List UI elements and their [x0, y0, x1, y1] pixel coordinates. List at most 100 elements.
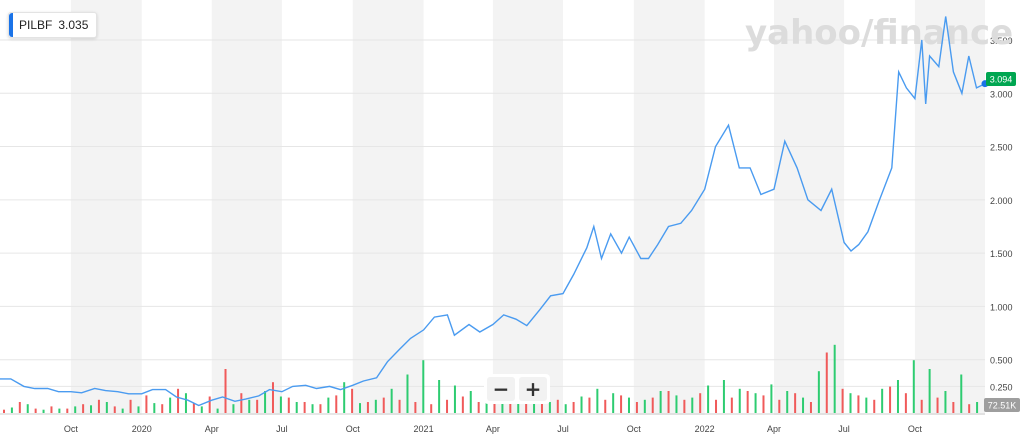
x-tick-label: Oct: [627, 424, 642, 434]
yahoo-finance-watermark: yahoo/finance: [745, 13, 1013, 53]
volume-bar-down: [161, 404, 164, 413]
volume-bar-down: [34, 408, 37, 413]
y-tick-label: 1.500: [990, 249, 1013, 259]
x-axis-ticks: Oct 2020 Apr Jul Oct 2021 Apr Jul Oct 2022 Apr Jul O…: [64, 424, 923, 434]
volume-bar-up: [422, 360, 425, 413]
x-tick-label: Apr: [486, 424, 500, 434]
y-tick-label: 1.000: [990, 302, 1013, 312]
volume-bar-up: [105, 402, 108, 413]
x-tick-label: Oct: [908, 424, 923, 434]
y-tick-label: 3.000: [990, 89, 1013, 99]
volume-bar-up: [343, 382, 346, 413]
volume-bar-down: [556, 399, 559, 413]
volume-bar-up: [169, 397, 172, 413]
volume-bar-down: [66, 408, 69, 413]
volume-bar-down: [825, 352, 828, 413]
volume-bar-up: [627, 397, 630, 413]
volume-bar-up: [327, 397, 330, 413]
volume-bar-up: [960, 374, 963, 413]
x-tick-label: 2022: [695, 424, 715, 434]
volume-bar-down: [319, 404, 322, 413]
volume-bar-down: [778, 399, 781, 413]
zoom-controls: − +: [484, 374, 550, 404]
volume-bar-down: [651, 397, 654, 413]
volume-bar-down: [683, 399, 686, 413]
volume-bar-up: [817, 371, 820, 413]
volume-bar-down: [857, 395, 860, 413]
volume-bar-up: [643, 399, 646, 413]
volume-bar-down: [809, 402, 812, 413]
zoom-out-button[interactable]: −: [487, 377, 515, 401]
volume-bar-up: [659, 391, 662, 413]
volume-bar-up: [564, 404, 567, 413]
last-price-badge-bg: [986, 72, 1016, 86]
volume-bar-up: [264, 391, 267, 413]
volume-bar-up: [707, 385, 710, 413]
volume-bar-down: [477, 402, 480, 413]
x-tick-label: Oct: [64, 424, 79, 434]
x-tick-label: 2020: [132, 424, 152, 434]
volume-bar-up: [200, 406, 203, 413]
volume-bar-up: [675, 395, 678, 413]
volume-bar-up: [928, 369, 931, 413]
volume-bar-up: [279, 396, 282, 413]
volume-bar-down: [366, 402, 369, 413]
volume-bar-up: [153, 403, 156, 413]
zoom-in-button[interactable]: +: [519, 377, 547, 401]
x-tick-label: Oct: [346, 424, 361, 434]
volume-bar-up: [26, 404, 29, 413]
volume-bar-down: [730, 397, 733, 413]
volume-bar-down: [50, 406, 53, 413]
volume-bar-up: [295, 402, 298, 413]
quarter-band: [914, 0, 985, 415]
x-tick-label: Jul: [276, 424, 288, 434]
volume-bar-down: [3, 409, 5, 413]
volume-bar-up: [786, 391, 789, 413]
x-tick-label: Jul: [838, 424, 850, 434]
x-tick-label: 2021: [414, 424, 434, 434]
volume-bar-up: [121, 408, 124, 413]
volume-bars: [3, 344, 979, 413]
quarter-band: [352, 0, 424, 415]
volume-bar-down: [635, 402, 638, 413]
ticker-symbol: PILBF: [19, 18, 53, 32]
y-tick-label: 3.500: [990, 36, 1013, 46]
volume-bar-up: [881, 388, 884, 413]
volume-bar-up: [691, 397, 694, 413]
volume-bar-up: [580, 396, 583, 413]
volume-badge-bg: [984, 398, 1020, 412]
quarter-band: [492, 0, 563, 415]
volume-bar-down: [224, 369, 227, 413]
volume-bar-down: [873, 399, 876, 413]
volume-bar-down: [303, 402, 306, 413]
volume-bar-down: [699, 393, 702, 413]
volume-bar-up: [912, 360, 915, 413]
last-price-badge-text: 3.094: [990, 75, 1013, 85]
volume-bar-down: [446, 399, 449, 413]
volume-badge-text: 72.51K: [988, 401, 1017, 411]
volume-bar-down: [240, 393, 243, 413]
volume-bar-up: [770, 384, 773, 413]
volume-bar-down: [715, 399, 718, 413]
volume-badge: 72.51K: [984, 398, 1020, 412]
volume-bar-up: [248, 399, 251, 413]
x-tick-label: Apr: [205, 424, 219, 434]
volume-bar-up: [90, 405, 93, 413]
volume-bar-up: [58, 408, 61, 413]
volume-bar-up: [184, 393, 187, 413]
volume-bar-down: [430, 404, 433, 413]
volume-bar-down: [414, 402, 417, 413]
volume-bar-down: [351, 388, 354, 413]
ticker-legend[interactable]: PILBF 3.035: [8, 12, 98, 38]
volume-bar-down: [256, 399, 259, 413]
volume-bar-down: [588, 397, 591, 413]
volume-bar-down: [113, 406, 116, 413]
volume-bar-up: [849, 393, 852, 413]
volume-bar-down: [920, 399, 923, 413]
volume-bar-up: [311, 404, 314, 413]
volume-bar-up: [548, 402, 551, 413]
volume-bar-down: [382, 397, 385, 413]
volume-bar-down: [271, 382, 274, 413]
